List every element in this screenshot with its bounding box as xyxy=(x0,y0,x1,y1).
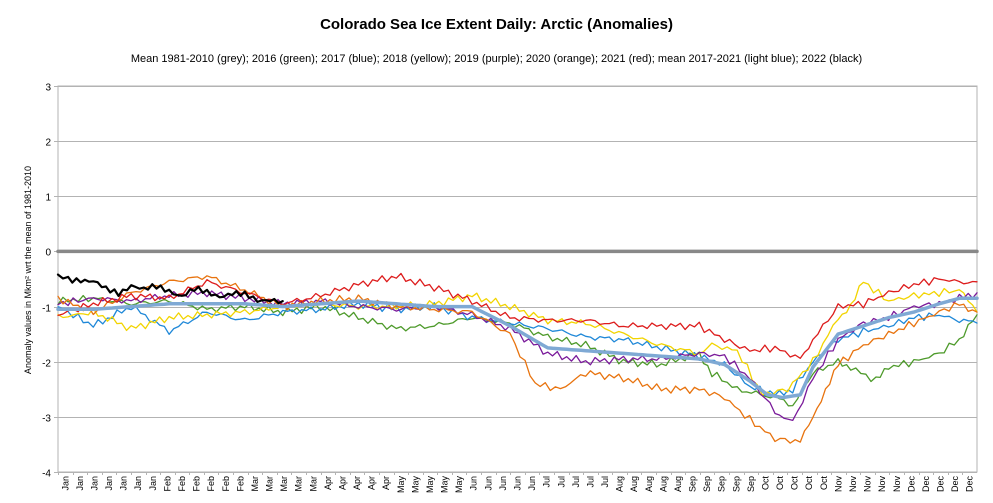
y-tick-label: 3 xyxy=(45,83,51,94)
x-tick-label: Apr xyxy=(352,476,362,490)
chart-title: Colorado Sea Ice Extent Daily: Arctic (A… xyxy=(320,16,673,33)
x-tick-label: Apr xyxy=(367,476,377,490)
x-tick-label: Jun xyxy=(498,476,508,491)
x-tick-label: Oct xyxy=(819,476,829,491)
x-tick-label: Jan xyxy=(148,476,158,491)
x-tick-label: Jul xyxy=(571,476,581,488)
y-tick-label: -3 xyxy=(42,414,51,425)
x-tick-label: Mar xyxy=(294,476,304,492)
x-tick-label: Apr xyxy=(381,476,391,490)
x-tick-label: May xyxy=(440,476,450,494)
x-tick-label: Feb xyxy=(177,476,187,492)
plot-area xyxy=(57,85,978,473)
y-tick-label: 1 xyxy=(45,193,51,204)
x-tick-label: Nov xyxy=(877,476,887,493)
x-tick-label: Nov xyxy=(892,476,902,493)
y-tick-label: -4 xyxy=(42,469,51,480)
x-tick-label: Dec xyxy=(965,476,975,493)
x-tick-label: Jul xyxy=(585,476,595,488)
x-tick-label: Mar xyxy=(308,476,318,492)
x-tick-label: Oct xyxy=(790,476,800,491)
x-tick-label: Nov xyxy=(848,476,858,493)
x-tick-label: Jun xyxy=(469,476,479,491)
series-line-2022 xyxy=(56,273,284,305)
x-tick-label: Sep xyxy=(731,476,741,492)
x-tick-label: May xyxy=(454,476,464,494)
x-tick-label: Jan xyxy=(119,476,129,491)
x-tick-label: Apr xyxy=(323,476,333,490)
x-tick-label: Jan xyxy=(60,476,70,491)
series-line-mean-2017-2021 xyxy=(56,296,979,400)
x-tick-label: Feb xyxy=(206,476,216,492)
x-tick-label: Sep xyxy=(746,476,756,492)
x-tick-label: Jun xyxy=(527,476,537,491)
x-tick-label: Sep xyxy=(717,476,727,492)
x-tick-label: Jun xyxy=(513,476,523,491)
x-tick-label: Jul xyxy=(556,476,566,488)
x-tick-label: Feb xyxy=(192,476,202,492)
x-tick-label: Jan xyxy=(104,476,114,491)
x-tick-label: Feb xyxy=(162,476,172,492)
x-tick-label: Oct xyxy=(761,476,771,491)
x-tick-label: Mar xyxy=(250,476,260,492)
x-tick-label: Dec xyxy=(906,476,916,493)
x-tick-label: Mar xyxy=(279,476,289,492)
x-tick-label: May xyxy=(396,476,406,494)
y-tick-label: -1 xyxy=(42,304,51,315)
x-tick-label: Aug xyxy=(673,476,683,492)
x-tick-label: May xyxy=(410,476,420,494)
x-tick-label: Jan xyxy=(90,476,100,491)
x-tick-label: Nov xyxy=(833,476,843,493)
x-tick-label: Jan xyxy=(75,476,85,491)
x-tick-label: Feb xyxy=(235,476,245,492)
series-line-2018 xyxy=(57,281,978,396)
x-tick-label: Aug xyxy=(644,476,654,492)
series-line-2016 xyxy=(57,294,978,407)
x-tick-label: May xyxy=(425,476,435,494)
series-line-2020 xyxy=(57,275,978,444)
x-tick-label: Aug xyxy=(629,476,639,492)
x-tick-label: Jan xyxy=(133,476,143,491)
y-tick-label: 0 xyxy=(45,248,51,259)
x-tick-label: Aug xyxy=(615,476,625,492)
series-line-2021 xyxy=(57,272,978,359)
x-tick-label: Feb xyxy=(221,476,231,492)
y-tick-label: -2 xyxy=(42,359,51,370)
x-tick-label: Dec xyxy=(950,476,960,493)
x-tick-label: Sep xyxy=(702,476,712,492)
x-tick-label: Sep xyxy=(688,476,698,492)
x-tick-label: Jul xyxy=(600,476,610,488)
chart-subtitle: Mean 1981-2010 (grey); 2016 (green); 201… xyxy=(130,53,863,65)
x-tick-label: Oct xyxy=(804,476,814,491)
x-tick-label: Nov xyxy=(863,476,873,493)
x-tick-label: Oct xyxy=(775,476,785,491)
x-tick-label: Dec xyxy=(936,476,946,493)
x-tick-label: Dec xyxy=(921,476,931,493)
x-tick-label: Aug xyxy=(658,476,668,492)
x-tick-label: Mar xyxy=(265,476,275,492)
x-tick-label: Jun xyxy=(483,476,493,491)
x-tick-label: Apr xyxy=(338,476,348,490)
x-tick-label: Jul xyxy=(542,476,552,488)
y-tick-label: 2 xyxy=(45,138,51,149)
